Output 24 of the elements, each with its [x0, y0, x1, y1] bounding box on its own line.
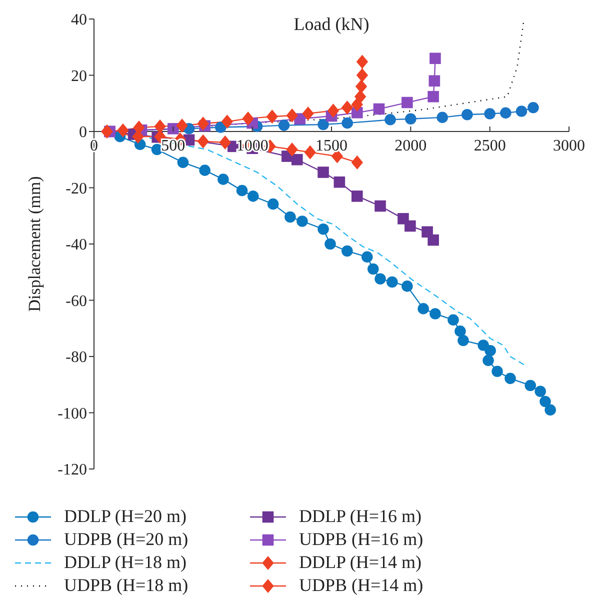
x-tick-label: 1500 — [316, 138, 348, 154]
y-tick-label: -60 — [66, 292, 87, 310]
legend-label: UDPB (H=20 m) — [64, 529, 188, 550]
x-tick-label: 3000 — [553, 138, 585, 154]
y-tick-label: -80 — [66, 349, 87, 366]
y-tick-label: 40 — [71, 12, 87, 29]
y-tick-label: -20 — [66, 180, 87, 198]
x-tick-label: 2500 — [474, 138, 506, 154]
y-tick-label: -100 — [58, 405, 87, 422]
x-tick-label: 2000 — [394, 138, 427, 154]
legend-label: UDPB (H=14 m) — [299, 575, 424, 596]
y-tick-label: -120 — [58, 462, 87, 479]
legend-label: DDLP (H=20 m) — [64, 506, 186, 527]
x-tick-label: 1000 — [236, 138, 268, 154]
legend-label: UDPB (H=18 m) — [64, 575, 188, 596]
y-tick-label: 0 — [79, 124, 87, 142]
legend-label: DDLP (H=14 m) — [299, 552, 422, 573]
legend-label: DDLP (H=18 m) — [64, 552, 186, 573]
y-tick-label: 20 — [71, 68, 87, 85]
y-tick-label: -40 — [66, 236, 87, 254]
legend-label: UDPB (H=16 m) — [299, 529, 424, 550]
legend-label: DDLP (H=16 m) — [299, 506, 422, 527]
y-axis-title: Displacement (mm) — [25, 176, 44, 312]
x-axis-title: Load (kN) — [292, 14, 370, 35]
